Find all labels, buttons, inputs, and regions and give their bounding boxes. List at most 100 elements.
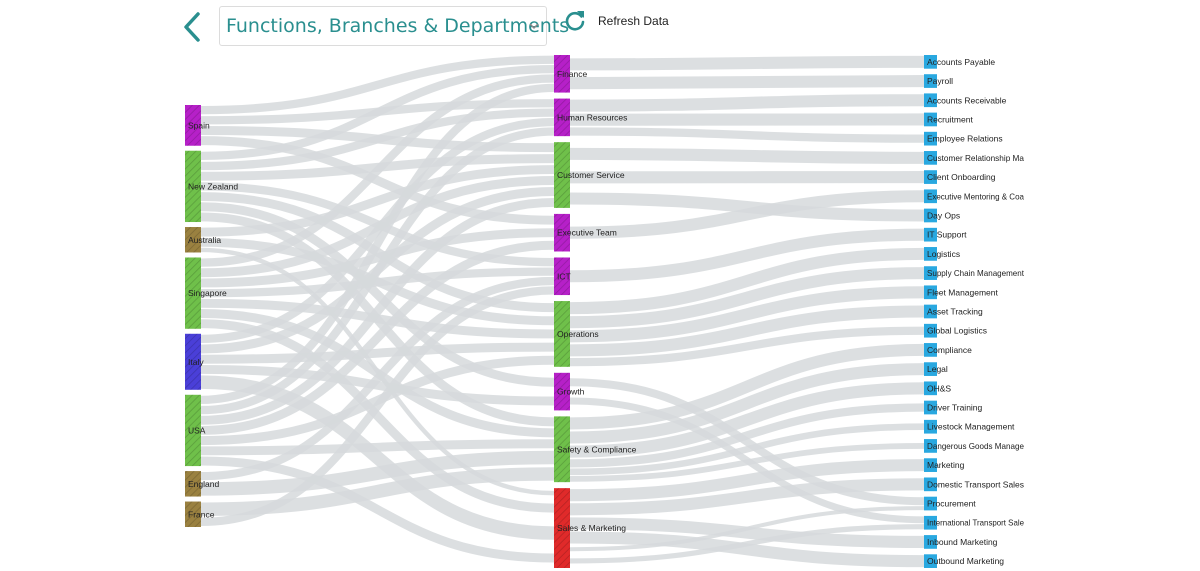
function-node-safety-and-compliance[interactable]: Safety & Compliance (554, 416, 637, 483)
link-usa-to-human-resources[interactable] (200, 127, 555, 415)
department-node-customer-relationship-ma[interactable]: Customer Relationship Ma (924, 151, 1024, 165)
link-sales-and-marketing-to-domestic-transport-sales[interactable] (569, 478, 925, 516)
link-operations-to-asset-tracking[interactable] (569, 305, 925, 357)
department-node-international-transport-sale[interactable]: International Transport Sale (924, 515, 1024, 530)
department-node-executive-mentoring-and-coa[interactable]: Executive Mentoring & Coa (924, 189, 1024, 204)
link-spain-to-finance[interactable] (200, 55, 555, 115)
sankey-links (200, 55, 925, 568)
function-bar-hatch (554, 301, 570, 367)
link-operations-to-fleet-management[interactable] (569, 286, 925, 343)
department-node-livestock-management[interactable]: Livestock Management (924, 419, 1015, 434)
link-singapore-to-ict[interactable] (200, 267, 555, 298)
function-node-executive-team[interactable]: Executive Team (554, 213, 617, 252)
link-singapore-to-sales-and-marketing[interactable] (200, 319, 555, 513)
link-customer-service-to-customer-relationship-ma[interactable] (569, 147, 925, 164)
department-node-legal[interactable]: Legal (924, 362, 948, 376)
link-safety-and-compliance-to-driver-training[interactable] (569, 403, 925, 468)
link-safety-and-compliance-to-compliance[interactable] (569, 343, 925, 430)
function-node-finance[interactable]: Finance (554, 55, 588, 93)
link-italy-to-operations[interactable] (200, 342, 555, 364)
link-operations-to-supply-chain-management[interactable] (569, 267, 925, 329)
link-sales-and-marketing-to-outbound-marketing[interactable] (569, 531, 925, 568)
link-safety-and-compliance-to-livestock-management[interactable] (569, 423, 925, 476)
department-node-fleet-management[interactable]: Fleet Management (924, 285, 999, 300)
branch-node-france[interactable]: France (185, 501, 215, 527)
department-label: Logistics (927, 249, 960, 259)
link-growth-to-procurement[interactable] (569, 378, 925, 506)
department-node-marketing[interactable]: Marketing (924, 458, 965, 472)
department-node-day-ops[interactable]: Day Ops (924, 208, 960, 223)
function-node-customer-service[interactable]: Customer Service (554, 142, 625, 208)
link-ict-to-it-support[interactable] (569, 228, 925, 283)
department-node-domestic-transport-sales[interactable]: Domestic Transport Sales (924, 477, 1024, 492)
branch-node-australia[interactable]: Australia (185, 227, 221, 253)
link-italy-to-growth[interactable] (200, 364, 555, 406)
link-england-to-ict[interactable] (200, 276, 555, 481)
link-finance-to-accounts-payable[interactable] (569, 55, 925, 71)
function-node-ict[interactable]: ICT (554, 257, 571, 296)
link-safety-and-compliance-to-legal[interactable] (569, 363, 925, 444)
department-node-it-support[interactable]: IT Support (924, 227, 967, 242)
link-new-zealand-to-human-resources[interactable] (200, 108, 555, 171)
link-human-resources-to-employee-relations[interactable] (569, 127, 925, 143)
link-new-zealand-to-growth[interactable] (200, 202, 555, 387)
link-operations-to-logistics[interactable] (569, 247, 925, 315)
link-new-zealand-to-finance[interactable] (200, 64, 555, 160)
department-node-driver-training[interactable]: Driver Training (924, 400, 983, 415)
link-sales-and-marketing-to-international-transport-sale[interactable] (569, 524, 925, 564)
function-node-operations[interactable]: Operations (554, 301, 599, 367)
title-dropdown[interactable]: Functions, Branches & Departments (219, 6, 569, 46)
department-node-logistics[interactable]: Logistics (924, 247, 960, 261)
department-node-payroll[interactable]: Payroll (924, 74, 953, 88)
department-node-dangerous-goods-manage[interactable]: Dangerous Goods Manage (924, 439, 1024, 453)
function-node-human-resources[interactable]: Human Resources (554, 98, 627, 137)
link-safety-and-compliance-to-ohands[interactable] (569, 382, 925, 458)
department-node-supply-chain-management[interactable]: Supply Chain Management (924, 266, 1025, 280)
department-node-asset-tracking[interactable]: Asset Tracking (924, 304, 983, 319)
link-finance-to-payroll[interactable] (569, 75, 925, 90)
department-node-outbound-marketing[interactable]: Outbound Marketing (924, 554, 1004, 568)
branch-node-usa[interactable]: USA (185, 394, 206, 467)
department-node-compliance[interactable]: Compliance (924, 343, 972, 357)
link-customer-service-to-day-ops[interactable] (569, 192, 925, 222)
department-node-inbound-marketing[interactable]: Inbound Marketing (924, 535, 998, 549)
link-sales-and-marketing-to-procurement[interactable] (569, 506, 925, 552)
department-label: Payroll (927, 76, 953, 86)
link-human-resources-to-accounts-receivable[interactable] (569, 94, 925, 112)
link-sales-and-marketing-to-marketing[interactable] (569, 459, 925, 502)
department-node-client-onboarding[interactable]: Client Onboarding (924, 170, 996, 184)
department-node-accounts-receivable[interactable]: Accounts Receivable (924, 93, 1007, 108)
link-usa-to-safety-and-compliance[interactable] (200, 439, 555, 456)
link-usa-to-finance[interactable] (200, 83, 555, 405)
department-bar (924, 458, 937, 472)
link-executive-team-to-executive-mentoring-and-coa[interactable] (569, 190, 925, 239)
department-node-ohands[interactable]: OH&S (924, 381, 951, 396)
function-node-sales-and-marketing[interactable]: Sales & Marketing (554, 488, 626, 568)
link-singapore-to-executive-team[interactable] (200, 228, 555, 288)
link-singapore-to-operations[interactable] (200, 298, 555, 339)
branch-node-italy[interactable]: Italy (185, 333, 204, 390)
branch-node-england[interactable]: England (185, 471, 219, 497)
back-button[interactable] (178, 10, 208, 44)
link-england-to-safety-and-compliance[interactable] (200, 450, 555, 496)
department-node-accounts-payable[interactable]: Accounts Payable (924, 55, 995, 69)
link-sales-and-marketing-to-inbound-marketing[interactable] (569, 517, 925, 548)
link-italy-to-sales-and-marketing[interactable] (200, 375, 555, 540)
department-node-employee-relations[interactable]: Employee Relations (924, 131, 1003, 146)
link-france-to-ict[interactable] (200, 286, 555, 527)
link-usa-to-executive-team[interactable] (200, 240, 555, 435)
link-safety-and-compliance-to-dangerous-goods-manage[interactable] (569, 443, 925, 482)
link-italy-to-human-resources[interactable] (200, 117, 555, 344)
function-label: Sales & Marketing (557, 523, 626, 533)
link-singapore-to-finance[interactable] (200, 74, 555, 267)
branch-node-singapore[interactable]: Singapore (185, 257, 227, 329)
department-node-recruitment[interactable]: Recruitment (924, 112, 973, 127)
link-australia-to-customer-service[interactable] (200, 165, 555, 237)
department-node-global-logistics[interactable]: Global Logistics (924, 323, 987, 338)
branch-node-spain[interactable]: Spain (185, 105, 210, 146)
function-node-growth[interactable]: Growth (554, 372, 585, 411)
link-usa-to-customer-service[interactable] (200, 197, 555, 425)
link-operations-to-global-logistics[interactable] (569, 326, 925, 367)
department-node-procurement[interactable]: Procurement (924, 496, 976, 511)
branch-node-new-zealand[interactable]: New Zealand (185, 150, 238, 223)
